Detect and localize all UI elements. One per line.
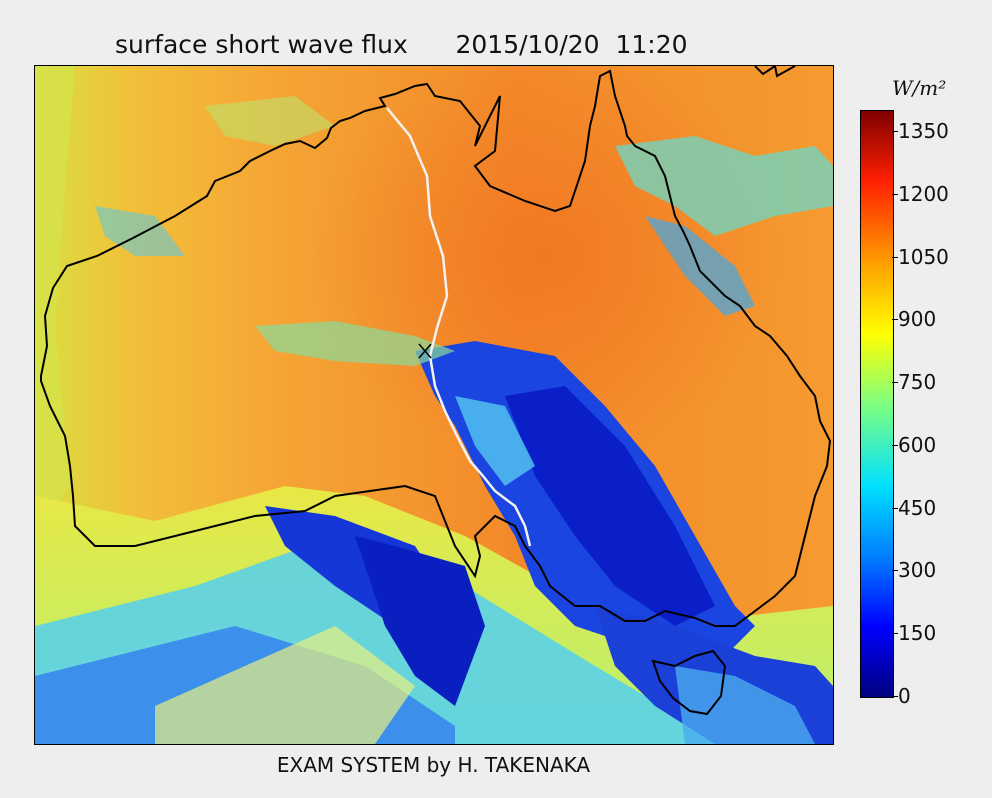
- colorbar-tick-mark: [892, 507, 898, 509]
- colorbar-tick-label: 1050: [898, 244, 949, 269]
- colorbar-tick-label: 150: [898, 621, 937, 646]
- colorbar-unit: W/m²: [892, 76, 947, 100]
- colorbar-tick-mark: [892, 444, 898, 446]
- colorbar-tick-mark: [892, 319, 898, 321]
- colorbar-tick-label: 750: [898, 370, 937, 395]
- flux-map-svg: [35, 66, 833, 744]
- australia-coastline: [40, 69, 832, 627]
- colorbar-tick-label: 0: [898, 684, 911, 708]
- chart-title: surface short wave flux 2015/10/20 11:20: [115, 30, 688, 59]
- west-ocean-field: [35, 66, 75, 536]
- colorbar-tick-mark: [892, 193, 898, 195]
- colorbar-tick-label: 450: [898, 495, 937, 520]
- colorbar-tick-mark: [892, 633, 898, 635]
- southern-cloud-core: [355, 536, 485, 706]
- central-cloud-streak: [255, 321, 455, 366]
- tasman-cloud-light: [675, 666, 815, 744]
- footer-credit: EXAM SYSTEM by H. TAKENAKA: [276, 753, 591, 777]
- southern-cloud-light: [155, 626, 415, 744]
- timor-sea-cloud: [95, 206, 185, 256]
- cloud-band-edge: [455, 396, 535, 486]
- northeast-cloud: [615, 136, 833, 236]
- colorbar-tick-label: 1350: [898, 118, 949, 143]
- colorbar-tick-label: 600: [898, 432, 937, 457]
- colorbar-tick-mark: [892, 570, 898, 572]
- north-cloud: [205, 96, 335, 146]
- tasmania-coastline: [651, 649, 727, 716]
- coral-sea-cloud: [645, 216, 755, 316]
- flux-map: [34, 65, 834, 745]
- track-cross-marker: [418, 343, 432, 359]
- colorbar: [860, 110, 894, 698]
- colorbar-tick-label: 1200: [898, 181, 949, 206]
- colorbar-tick-mark: [892, 696, 898, 697]
- colorbar-tick-mark: [892, 382, 898, 384]
- satellite-track-line: [386, 107, 532, 547]
- cloud-band-core: [505, 386, 715, 626]
- colorbar-tick-label: 300: [898, 558, 937, 583]
- colorbar-tick-mark: [892, 130, 898, 132]
- colorbar-tick-mark: [892, 256, 898, 258]
- png-coastline: [754, 66, 796, 78]
- colorbar-tick-label: 900: [898, 307, 937, 332]
